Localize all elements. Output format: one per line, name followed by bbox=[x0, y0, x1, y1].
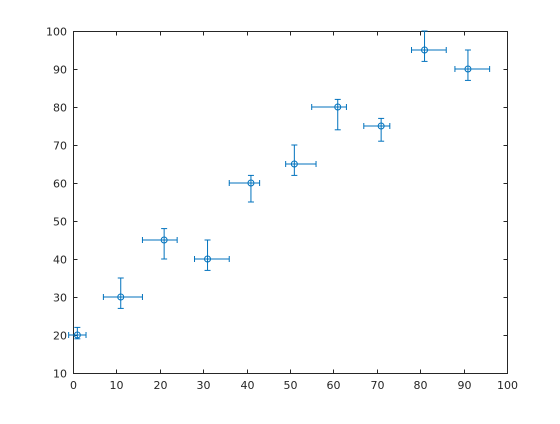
data-point bbox=[102, 277, 143, 309]
x-axis: 0 10 20 30 40 50 60 70 80 90 100 bbox=[70, 31, 518, 392]
y-axis: 10 20 30 40 50 60 70 80 90 100 bbox=[46, 26, 508, 381]
point-marker bbox=[73, 331, 81, 339]
y-tick-label: 40 bbox=[53, 254, 67, 267]
x-tick-label: 50 bbox=[284, 379, 298, 392]
y-tick-label: 100 bbox=[46, 26, 67, 39]
x-tick-label: 60 bbox=[327, 379, 341, 392]
data-point bbox=[141, 228, 178, 260]
y-tick-label: 90 bbox=[53, 64, 67, 77]
data-point bbox=[194, 239, 230, 271]
y-tick-label: 10 bbox=[53, 368, 67, 381]
x-tick-label: 0 bbox=[70, 379, 77, 392]
x-tick-label: 90 bbox=[458, 379, 472, 392]
point-marker bbox=[464, 65, 472, 73]
x-tick-label: 30 bbox=[197, 379, 211, 392]
point-marker bbox=[247, 179, 255, 187]
x-tick-label: 10 bbox=[110, 379, 124, 392]
x-tick-label: 80 bbox=[414, 379, 428, 392]
data-point bbox=[311, 98, 347, 131]
y-tick-label: 80 bbox=[53, 102, 67, 115]
y-tick-label: 60 bbox=[53, 178, 67, 191]
point-marker bbox=[377, 122, 385, 130]
point-marker bbox=[204, 255, 212, 263]
y-tick-label: 20 bbox=[53, 330, 67, 343]
y-tick-label: 50 bbox=[53, 216, 67, 229]
point-marker bbox=[421, 46, 429, 54]
plot-area bbox=[73, 31, 508, 374]
plot-box bbox=[73, 31, 508, 374]
point-marker bbox=[290, 160, 298, 168]
y-tick-label: 30 bbox=[53, 292, 67, 305]
x-tick-label: 100 bbox=[497, 379, 518, 392]
point-marker bbox=[334, 103, 342, 111]
x-tick-label: 40 bbox=[241, 379, 255, 392]
data-point bbox=[68, 326, 87, 340]
series-layer bbox=[68, 30, 491, 340]
y-tick-label: 70 bbox=[53, 140, 67, 153]
x-tick-label: 20 bbox=[154, 379, 168, 392]
point-marker bbox=[160, 236, 168, 244]
data-point bbox=[411, 30, 447, 62]
point-marker bbox=[117, 293, 125, 301]
data-point bbox=[285, 144, 317, 176]
x-tick-label: 70 bbox=[371, 379, 385, 392]
data-point bbox=[363, 117, 391, 142]
data-point bbox=[228, 174, 261, 203]
data-point bbox=[454, 49, 491, 81]
